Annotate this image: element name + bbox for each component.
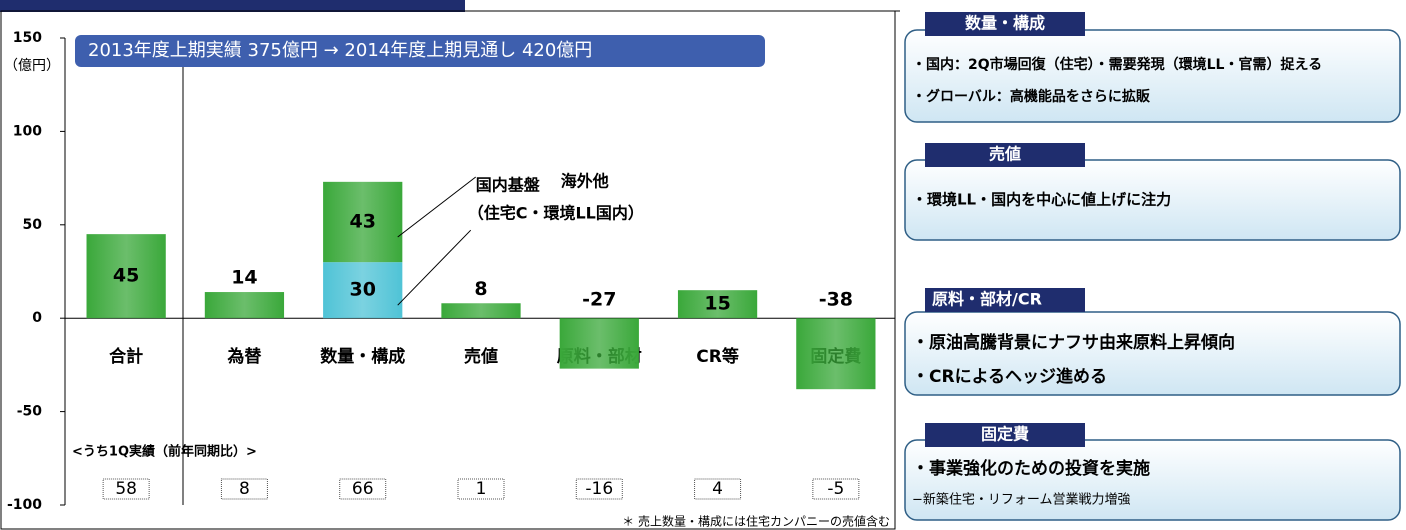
data-label: 30 [349, 279, 375, 301]
x-tick-label: 数量・構成 [320, 346, 405, 367]
data-label: -27 [582, 289, 616, 311]
panel-box [904, 159, 1401, 241]
banner-box [75, 35, 765, 67]
panel-box [904, 29, 1401, 123]
panel-line: ・CRによるヘッジ進める [912, 367, 1107, 387]
data-label: 43 [349, 210, 375, 232]
q1-box [812, 478, 860, 500]
panel-line: ・グローバル：高機能品をさらに拡販 [912, 88, 1151, 105]
q1-label: <うち1Q実績（前年同期比）> [72, 444, 257, 460]
panel-title: 原料・部材/CR [932, 290, 1042, 309]
x-tick-label: 合計 [109, 346, 143, 367]
series-note: （住宅C・環境LL国内） [468, 204, 644, 223]
panel-tab [925, 288, 1085, 312]
bar [796, 318, 876, 390]
y-tick-label: 100 [13, 123, 42, 139]
panel-tab [925, 423, 1085, 447]
series-name: 国内基盤 [476, 176, 541, 195]
q1-box [457, 478, 505, 500]
stack-bar [323, 181, 403, 263]
panel-subline: −新築住宅・リフォーム営業戦力増強 [912, 492, 1131, 508]
frame [0, 10, 896, 530]
panel-box [904, 439, 1401, 521]
y-tick-label: -50 [17, 404, 43, 420]
y-unit: （億円） [4, 58, 60, 74]
q1-value: 1 [476, 479, 487, 499]
bar [86, 234, 166, 319]
bar [677, 290, 758, 319]
q1-value: -16 [585, 479, 613, 499]
q1-value: 8 [239, 479, 250, 499]
q1-box [102, 478, 150, 500]
panel-box [904, 311, 1401, 396]
q1-value: 4 [712, 479, 723, 499]
callout-line [397, 176, 477, 238]
q1-value: -5 [827, 479, 844, 499]
bar [559, 318, 639, 369]
panel-line: ・原油高騰背景にナフサ由来原料上昇傾向 [912, 332, 1235, 353]
stack-bar [323, 262, 403, 319]
bar [204, 292, 285, 319]
x-tick-label: CR等 [696, 346, 739, 367]
data-label: 15 [704, 293, 730, 315]
y-tick-label: 150 [13, 30, 42, 46]
y-tick-label: -100 [7, 497, 42, 513]
q1-box [575, 478, 623, 500]
data-label: 45 [113, 265, 139, 287]
data-label: 14 [231, 267, 257, 289]
footnote: ＊ 売上数量・構成には住宅カンパニーの売値含む [622, 514, 890, 529]
bar [441, 303, 521, 319]
data-label: 8 [474, 278, 487, 300]
q1-box [220, 478, 268, 500]
q1-box [694, 478, 742, 500]
panel-tab [925, 12, 1085, 36]
q1-box [339, 478, 387, 500]
banner: 2013年度上期実績 375億円 → 2014年度上期見通し 420億円 [88, 40, 592, 61]
series-name: 海外他 [561, 171, 609, 190]
panel-line: ・国内：2Q市場回復（住宅）・需要発現（環境LL・官需）捉える [912, 56, 1322, 73]
panel-line: ・事業強化のための投資を実施 [912, 458, 1150, 479]
x-tick-label: 為替 [227, 346, 262, 367]
panel-tab [925, 143, 1085, 167]
panel-line: ・環境LL・国内を中心に値上げに注力 [912, 191, 1171, 209]
data-label: -38 [819, 289, 853, 311]
title-strip [0, 0, 465, 12]
panel-title: 売値 [989, 145, 1021, 164]
y-tick-label: 50 [23, 217, 43, 233]
y-tick-label: 0 [32, 310, 42, 326]
q1-value: 66 [352, 479, 374, 499]
x-tick-label: 売値 [464, 346, 498, 367]
panel-title: 固定費 [981, 425, 1029, 444]
panel-title: 数量・構成 [965, 14, 1045, 33]
callout-line [397, 229, 472, 306]
q1-value: 58 [115, 479, 137, 499]
